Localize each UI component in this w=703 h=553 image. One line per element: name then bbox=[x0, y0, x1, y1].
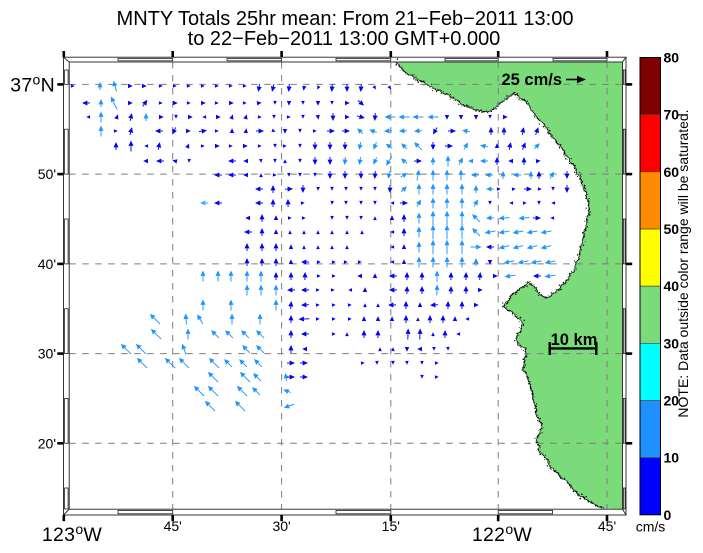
svg-text:10 km: 10 km bbox=[551, 331, 598, 349]
svg-text:122oW: 122oW bbox=[472, 521, 533, 546]
svg-text:40': 40' bbox=[38, 256, 56, 272]
svg-text:80: 80 bbox=[664, 50, 680, 66]
svg-text:25 cm/s: 25 cm/s bbox=[501, 71, 562, 89]
svg-text:50': 50' bbox=[38, 166, 56, 182]
svg-text:to 22−Feb−2011 13:00 GMT+0.000: to 22−Feb−2011 13:00 GMT+0.000 bbox=[188, 28, 501, 50]
svg-text:30': 30' bbox=[38, 346, 56, 362]
svg-text:30': 30' bbox=[272, 518, 290, 534]
svg-text:45': 45' bbox=[164, 518, 182, 534]
svg-text:15': 15' bbox=[382, 518, 400, 534]
svg-text:10: 10 bbox=[664, 450, 680, 466]
svg-text:MNTY Totals 25hr mean: From 21: MNTY Totals 25hr mean: From 21−Feb−2011 … bbox=[117, 8, 574, 30]
svg-text:cm/s: cm/s bbox=[636, 519, 666, 535]
svg-text:45': 45' bbox=[598, 518, 616, 534]
svg-text:20': 20' bbox=[38, 435, 56, 451]
svg-text:123oW: 123oW bbox=[42, 521, 103, 546]
svg-text:NOTE: Data outside color range: NOTE: Data outside color range will be s… bbox=[675, 109, 691, 417]
